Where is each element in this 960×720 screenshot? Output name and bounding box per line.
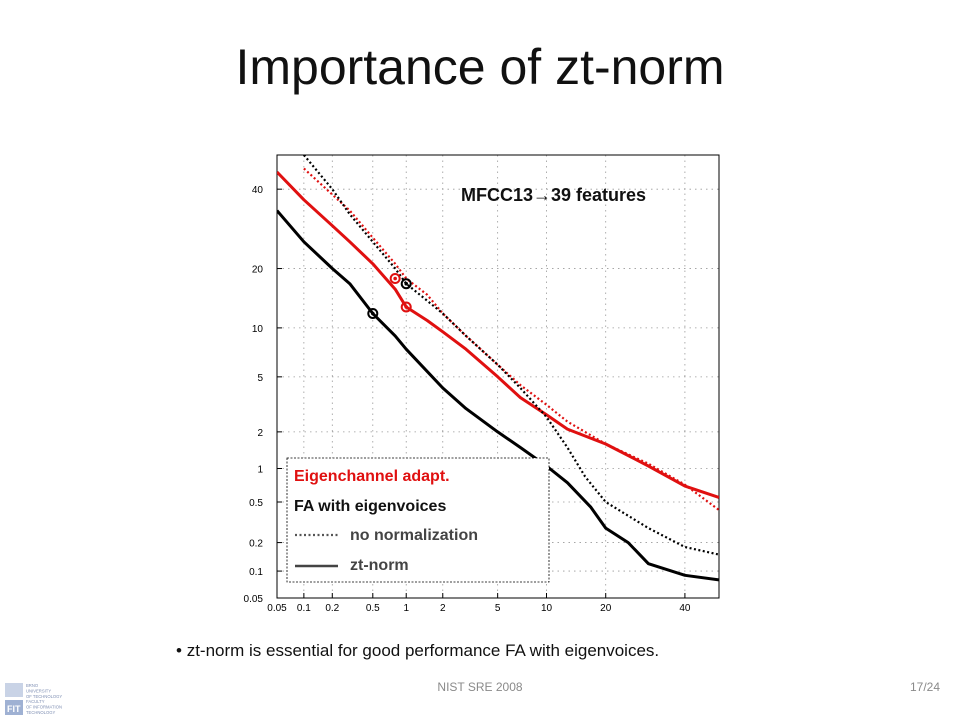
operating-point-dot [404,305,409,309]
y-tick-label: 0.05 [244,594,264,605]
x-tick-label: 0.5 [366,603,380,614]
x-tick-label: 2 [440,603,446,614]
y-tick-label: 0.5 [249,498,263,509]
logo-tile-top [5,683,23,697]
plot-frame [276,154,720,599]
operating-point-marker [389,272,401,284]
operating-point-marker [400,301,412,313]
chart-title: MFCC13→39 features [461,185,646,205]
y-tick-label: 10 [252,324,264,335]
y-tick-label: 40 [252,185,264,196]
logo-text-line: OF INFORMATION [26,705,62,710]
operating-point-marker [400,278,412,290]
x-tick-label: 0.2 [325,603,339,614]
x-tick-label: 20 [600,603,612,614]
logo-text-line: TECHNOLOGY [26,710,56,715]
logo-text-line: FACULTY [26,699,45,704]
fa-ztnorm-line [277,209,719,582]
legend-box [286,457,550,583]
page-number: 17/24 [909,680,940,694]
y-tick-label: 0.1 [249,567,263,578]
legend-label-zt-norm: zt-norm [350,557,409,574]
footer-label: NIST SRE 2008 [437,680,523,694]
operating-point-dot [404,281,409,286]
legend-title-fa: FA with eigenvoices [294,498,446,515]
y-tick-label: 0.2 [249,539,263,550]
logo-text-line: OF TECHNOLOGY [26,694,62,699]
x-tick-label: 5 [495,603,501,614]
logo-text-line: UNIVERSITY [26,688,51,693]
slide-title: Importance of zt-norm [235,39,725,95]
y-tick-label: 1 [257,464,263,475]
x-tick-label: 40 [679,603,691,614]
operating-point-marker [367,308,379,320]
operating-point-dot [370,311,375,316]
eigenchannel-ztnorm-line [277,170,719,499]
logo-mark: FIT [7,704,21,714]
bullet-text: • zt-norm is essential for good performa… [176,641,660,660]
legend-label-no-normalization: no normalization [350,527,478,544]
y-tick-label: 2 [257,428,263,439]
operating-point-dot [393,276,397,281]
x-tick-label: 0.1 [297,603,311,614]
bullet-label: zt-norm is essential for good performanc… [186,641,660,660]
fa-nonorm-line [303,155,719,556]
logo-text-line: BRNO [26,683,39,688]
logo-tile-bottom [5,700,23,715]
y-tick-label: 20 [252,265,264,276]
x-tick-label: 0.05 [267,603,287,614]
legend-title-eigenchannel: Eigenchannel adapt. [294,468,450,485]
x-tick-label: 1 [403,603,409,614]
y-tick-label: 5 [257,373,263,384]
x-tick-label: 10 [541,603,553,614]
